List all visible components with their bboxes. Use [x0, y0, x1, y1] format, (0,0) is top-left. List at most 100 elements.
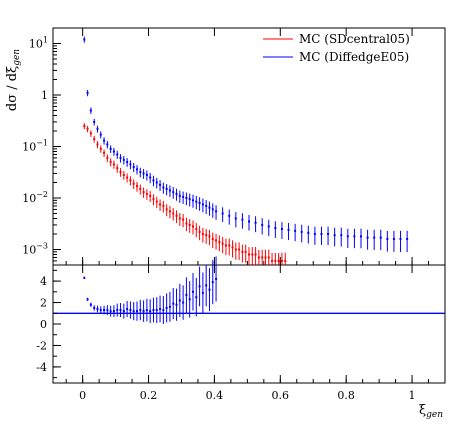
data-point	[327, 232, 330, 235]
ratio-y-tick-label: 4	[40, 275, 47, 288]
x-ticks: 0 0.2 0.4 0.6 0.8 1	[65, 28, 430, 402]
data-point	[277, 259, 280, 262]
data-point	[93, 137, 96, 140]
data-point	[83, 38, 86, 41]
legend-label-diffedge: MC (DiffedgeE05)	[299, 50, 409, 64]
data-point	[234, 217, 237, 220]
ratio-point	[136, 310, 138, 313]
legend: MC (SDcentral05) MC (DiffedgeE05)	[263, 32, 410, 64]
data-point	[195, 228, 198, 231]
ratio-point	[142, 310, 145, 313]
data-point	[211, 208, 214, 211]
data-point	[192, 199, 194, 202]
x-tick-label: 0.4	[206, 389, 224, 402]
data-point	[205, 204, 208, 207]
data-point	[96, 143, 99, 146]
data-point	[122, 173, 125, 176]
data-point	[241, 218, 244, 221]
data-point	[93, 120, 96, 123]
y-tick-label: 10−2	[22, 190, 48, 205]
data-point	[159, 183, 162, 186]
ratio-point	[185, 294, 188, 297]
ratio-point	[103, 309, 106, 312]
ratio-point	[152, 309, 155, 312]
data-point	[178, 217, 181, 220]
data-point	[198, 230, 201, 233]
data-point	[300, 230, 303, 233]
ratio-point	[165, 306, 168, 309]
data-point	[155, 181, 158, 184]
data-point	[261, 223, 264, 226]
data-point	[136, 168, 138, 171]
data-point	[119, 170, 122, 173]
main-series-layer	[83, 36, 409, 265]
ratio-series-layer	[83, 256, 218, 324]
data-point	[244, 250, 247, 253]
data-point	[406, 237, 409, 240]
ratio-y-tick-label: 2	[40, 297, 47, 310]
data-point	[99, 147, 102, 150]
ratio-point	[178, 299, 181, 302]
data-point	[175, 192, 178, 195]
data-point	[83, 125, 86, 128]
data-point	[360, 235, 362, 238]
data-point	[162, 204, 165, 207]
data-point	[168, 210, 171, 213]
data-point	[142, 172, 145, 175]
data-point	[198, 201, 201, 204]
data-point	[211, 237, 214, 240]
data-point	[162, 186, 165, 189]
data-point	[192, 225, 194, 228]
data-point	[366, 236, 369, 239]
ratio-point	[162, 309, 165, 312]
data-point	[86, 91, 89, 94]
data-point	[221, 242, 224, 245]
data-point	[165, 208, 168, 211]
data-point	[96, 127, 99, 130]
data-point	[248, 253, 250, 256]
data-point	[294, 229, 297, 232]
x-tick-label: 0.2	[140, 389, 158, 402]
ratio-point	[83, 276, 86, 279]
ratio-point	[149, 310, 152, 313]
data-point	[254, 221, 257, 224]
data-point	[129, 163, 132, 166]
y-tick-label: 1	[41, 89, 48, 102]
data-point	[119, 156, 122, 159]
data-point	[112, 163, 115, 166]
data-point	[271, 259, 274, 262]
ratio-point	[96, 307, 99, 310]
data-point	[373, 236, 376, 239]
ratio-point	[99, 309, 102, 312]
ratio-point	[129, 309, 132, 312]
data-point	[274, 259, 277, 262]
ratio-point	[205, 284, 208, 287]
ratio-point	[198, 285, 201, 288]
ratio-y-ticks: 4 2 0 -2 -4	[36, 269, 61, 379]
data-point	[145, 192, 148, 195]
data-point	[129, 179, 132, 182]
ratio-point	[192, 290, 194, 293]
data-point	[231, 246, 234, 249]
ratio-y-tick-label: -2	[36, 339, 47, 352]
x-axis-label: ξgen	[419, 403, 443, 420]
legend-label-sdcentral: MC (SDcentral05)	[299, 32, 410, 46]
data-point	[168, 189, 171, 192]
data-point	[208, 206, 211, 209]
data-point	[257, 256, 260, 259]
series-0	[83, 123, 287, 265]
data-point	[346, 235, 349, 238]
data-point	[178, 194, 181, 197]
data-point	[175, 214, 178, 217]
ratio-point	[211, 281, 214, 284]
data-point	[280, 228, 283, 231]
ratio-point	[175, 303, 178, 306]
ratio-point	[122, 310, 125, 313]
data-point	[313, 232, 316, 235]
data-point	[139, 170, 142, 173]
y-tick-label: 101	[29, 36, 48, 51]
data-point	[165, 187, 168, 190]
ratio-point	[116, 309, 119, 312]
data-point	[152, 179, 155, 182]
data-point	[103, 151, 106, 154]
